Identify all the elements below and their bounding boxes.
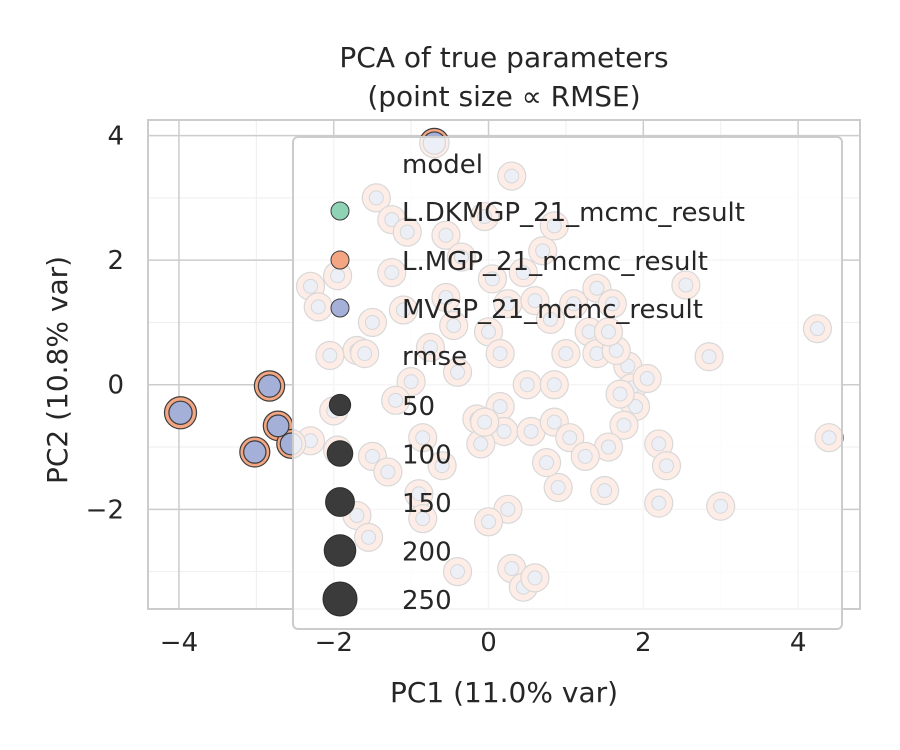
x-tick-label: −4 (160, 628, 198, 658)
point-series-2 (257, 374, 282, 398)
legend-label-lmgp: L.MGP_21_mcmc_result (402, 247, 708, 277)
legend-size-label: 150 (402, 489, 452, 519)
legend-marker-mvgp (330, 298, 350, 318)
chart-title-line-2: (point size ∝ RMSE) (367, 80, 640, 113)
legend-size-label: 250 (402, 586, 452, 616)
legend-size-entries: 50 100 150 200 250 (322, 392, 452, 617)
x-tick-label: −2 (315, 628, 353, 658)
y-tick-label: 4 (107, 122, 124, 152)
legend-size-marker (322, 581, 358, 617)
x-axis-label: PC1 (11.0% var) (390, 676, 618, 709)
chart-title-line-1: PCA of true parameters (339, 41, 668, 74)
legend-marker-lmgp (330, 250, 350, 270)
point-series-2 (266, 414, 290, 438)
y-tick-label: 2 (107, 246, 124, 276)
y-axis-label: PC2 (10.8% var) (41, 256, 74, 484)
legend-size-label: 100 (402, 441, 452, 471)
legend-size-marker (325, 487, 355, 517)
legend-size-title: rmse (402, 342, 467, 372)
x-tick-label: 0 (480, 628, 497, 658)
legend-size-marker (328, 393, 352, 417)
y-tick-label: −2 (86, 495, 124, 525)
legend-label-ldkmgp: L.DKMGP_21_mcmc_result (402, 198, 745, 228)
legend-size-label: 200 (402, 538, 452, 568)
legend-size-marker (323, 534, 357, 567)
point-series-2 (243, 440, 267, 464)
point-series-2 (168, 400, 193, 425)
legend-marker-ldkmgp (330, 201, 350, 221)
legend-size-label: 50 (402, 392, 435, 422)
x-tick-label: 2 (635, 628, 652, 658)
x-tick-label: 4 (790, 628, 807, 658)
legend-size-marker (326, 440, 354, 467)
legend-label-mvgp: MVGP_21_mcmc_result (402, 295, 703, 325)
legend-box (292, 136, 843, 630)
legend-hue-title: model (402, 150, 483, 180)
tick-labels: −4 −2 0 2 4 −2 0 2 4 (86, 122, 807, 658)
y-tick-label: 0 (107, 371, 124, 401)
legend: model L.DKMGP_21_mcmc_result L.MGP_21_mc… (292, 136, 843, 630)
